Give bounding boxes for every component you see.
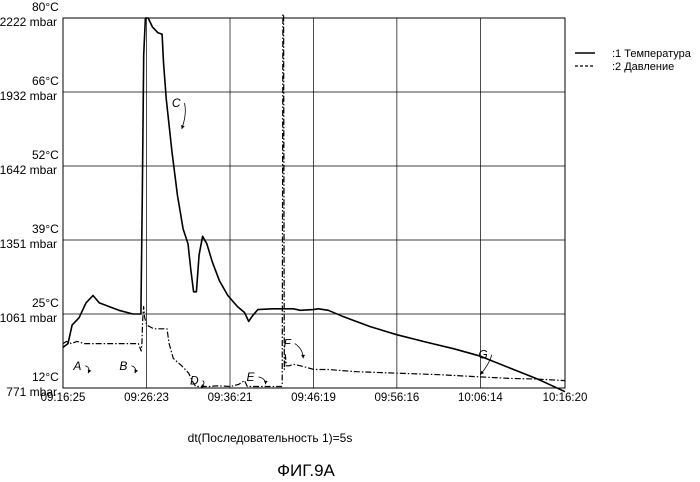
y-tick-label-temperature: 80°C	[32, 0, 59, 14]
y-tick-label-pressure: 1642 mbar	[0, 163, 57, 177]
legend-label-pressure: :2 Давление	[612, 61, 674, 73]
annotation-label: A	[72, 359, 81, 373]
annotation-leader	[182, 103, 186, 129]
y-tick-label-temperature: 12°C	[32, 370, 59, 384]
series-line-temperature	[63, 18, 565, 392]
annotation-arrowhead	[480, 371, 484, 375]
x-tick-label: 09:56:16	[374, 392, 419, 404]
annotation-label: F	[283, 337, 291, 351]
annotation-leader	[259, 377, 266, 384]
grid	[63, 18, 565, 388]
annotation-arrowhead	[88, 369, 91, 373]
annotation-label: C	[172, 96, 181, 110]
y-tick-label-pressure: 771 mbar	[6, 385, 57, 399]
y-tick-label-pressure: 1932 mbar	[0, 89, 57, 103]
series-line-pressure	[63, 14, 565, 386]
annotation-arrowhead	[264, 381, 268, 385]
y-tick-label-pressure: 1351 mbar	[0, 237, 57, 251]
annotation-arrowhead	[301, 355, 305, 359]
y-tick-label-temperature: 52°C	[32, 148, 59, 162]
legend-label-temperature: :1 Температура	[612, 48, 692, 60]
y-tick-label-temperature: 66°C	[32, 74, 59, 88]
y-tick-label-pressure: 2222 mbar	[0, 15, 57, 29]
x-tick-label: 09:36:21	[208, 392, 253, 404]
x-axis-label: dt(Последовательность 1)=5s	[188, 431, 353, 445]
annotation-label: E	[246, 370, 255, 384]
y-tick-label-pressure: 1061 mbar	[0, 311, 57, 325]
y-tick-label-temperature: 25°C	[32, 296, 59, 310]
legend: :1 Температура :2 Давление	[575, 48, 692, 73]
annotation-label: B	[119, 359, 127, 373]
figure-caption: ФИГ.9А	[277, 461, 335, 480]
plot-frame	[63, 18, 565, 388]
x-tick-label: 10:16:20	[543, 392, 588, 404]
annotation-label: G	[478, 348, 487, 362]
x-tick-label: 10:06:14	[458, 392, 503, 404]
series-group	[63, 14, 565, 391]
x-tick-label: 09:46:19	[291, 392, 336, 404]
annotation-arrowhead	[134, 369, 138, 373]
x-tick-label: 09:26:23	[124, 392, 169, 404]
annotation-label: D	[190, 374, 199, 388]
y-tick-label-temperature: 39°C	[32, 222, 59, 236]
